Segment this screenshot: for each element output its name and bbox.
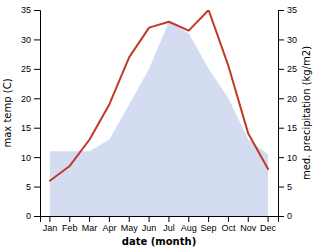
tick-mark bbox=[34, 98, 40, 99]
y2-tick: 25 bbox=[278, 64, 297, 74]
x-tick: Apr bbox=[102, 216, 116, 233]
tick-label: 5 bbox=[26, 182, 31, 192]
x-tick: Jul bbox=[163, 216, 175, 233]
tick-mark bbox=[278, 39, 284, 40]
y-tick: 25 bbox=[21, 64, 40, 74]
tick-mark bbox=[278, 10, 284, 11]
tick-label: 10 bbox=[287, 153, 297, 163]
y2-tick: 10 bbox=[278, 153, 297, 163]
tick-label: 20 bbox=[287, 94, 297, 104]
x-tick: Feb bbox=[62, 216, 78, 233]
axis-line bbox=[34, 11, 41, 217]
y-tick: 0 bbox=[26, 211, 40, 221]
tick-label: 0 bbox=[287, 211, 292, 221]
tick-mark bbox=[89, 216, 90, 222]
x-axis: Jan Feb Mar Apr MayJun Jul Aug Sep Oct NovDec bbox=[41, 216, 279, 233]
tick-label: 20 bbox=[21, 94, 31, 104]
tick-label: Oct bbox=[221, 223, 236, 233]
tick-label: Jun bbox=[142, 223, 157, 233]
axis-line bbox=[279, 11, 285, 217]
tick-label: Feb bbox=[62, 223, 78, 233]
y-tick: 35 bbox=[21, 5, 40, 15]
x-axis-title: date (month) bbox=[122, 236, 196, 247]
x-tick: Mar bbox=[82, 216, 98, 233]
tick-label: Aug bbox=[181, 223, 197, 233]
x-tick: Jun bbox=[142, 216, 157, 233]
tick-label: 30 bbox=[287, 35, 297, 45]
y-tick: 15 bbox=[21, 123, 40, 133]
tick-mark bbox=[278, 157, 284, 158]
tick-mark bbox=[34, 128, 40, 129]
y2-tick: 30 bbox=[278, 35, 297, 45]
tick-label: 0 bbox=[26, 211, 31, 221]
y2-axis-title: med. precipitation (kg/m2) bbox=[301, 46, 312, 180]
y2-tick: 20 bbox=[278, 94, 297, 104]
tick-label: Mar bbox=[82, 223, 98, 233]
tick-label: Dec bbox=[260, 223, 277, 233]
y2-tick: 5 bbox=[278, 182, 292, 192]
x-tick: Dec bbox=[260, 216, 277, 233]
tick-label: Sep bbox=[201, 223, 217, 233]
tick-label: 25 bbox=[287, 64, 297, 74]
tick-label: May bbox=[121, 223, 139, 233]
tick-mark bbox=[149, 216, 150, 222]
tick-mark bbox=[109, 216, 110, 222]
tick-mark bbox=[268, 216, 269, 222]
chart: Jan Feb Mar Apr MayJun Jul Aug Sep Oct NovDec 0 5 10… bbox=[0, 0, 318, 250]
tick-mark bbox=[34, 216, 40, 217]
tick-mark bbox=[34, 10, 40, 11]
y-axis: 0 5 10 15 20 25 30 35 bbox=[21, 5, 41, 221]
tick-mark bbox=[248, 216, 249, 222]
marks bbox=[50, 10, 268, 216]
y2-axis: 0 5 10 15 20 25 30 35 bbox=[278, 5, 297, 221]
tick-mark bbox=[278, 187, 284, 188]
x-tick: Sep bbox=[201, 216, 217, 233]
tick-mark bbox=[34, 39, 40, 40]
tick-mark bbox=[34, 69, 40, 70]
tick-mark bbox=[49, 216, 50, 222]
y-tick: 10 bbox=[21, 153, 40, 163]
x-tick: May bbox=[121, 216, 139, 233]
tick-label: 5 bbox=[287, 182, 292, 192]
tick-label: 10 bbox=[21, 153, 31, 163]
tick-label: Nov bbox=[240, 223, 257, 233]
tick-label: 35 bbox=[287, 5, 297, 15]
tick-label: Jul bbox=[163, 223, 175, 233]
y2-tick: 0 bbox=[278, 211, 292, 221]
area bbox=[50, 22, 268, 216]
tick-label: 15 bbox=[21, 123, 31, 133]
y-axis-title: max temp (C) bbox=[2, 78, 13, 147]
y-tick: 20 bbox=[21, 94, 40, 104]
tick-label: 35 bbox=[21, 5, 31, 15]
tick-mark bbox=[34, 187, 40, 188]
tick-mark bbox=[34, 157, 40, 158]
tick-mark bbox=[228, 216, 229, 222]
y-tick: 30 bbox=[21, 35, 40, 45]
x-tick: Nov bbox=[240, 216, 257, 233]
line bbox=[50, 10, 268, 181]
tick-mark bbox=[208, 216, 209, 222]
y2-tick: 15 bbox=[278, 123, 297, 133]
axis-line bbox=[41, 217, 279, 223]
tick-mark bbox=[278, 216, 284, 217]
tick-label: 25 bbox=[21, 64, 31, 74]
tick-label: Jan bbox=[43, 223, 58, 233]
tick-mark bbox=[278, 128, 284, 129]
tick-mark bbox=[69, 216, 70, 222]
x-tick: Jan bbox=[43, 216, 58, 233]
tick-label: 30 bbox=[21, 35, 31, 45]
plot-area: Jan Feb Mar Apr MayJun Jul Aug Sep Oct NovDec 0 5 10… bbox=[21, 5, 297, 233]
tick-mark bbox=[129, 216, 130, 222]
tick-mark bbox=[168, 216, 169, 222]
tick-mark bbox=[278, 69, 284, 70]
x-tick: Aug bbox=[181, 216, 197, 233]
y2-tick: 35 bbox=[278, 5, 297, 15]
tick-label: Apr bbox=[102, 223, 116, 233]
tick-label: 15 bbox=[287, 123, 297, 133]
x-tick: Oct bbox=[221, 216, 236, 233]
y-tick: 5 bbox=[26, 182, 40, 192]
tick-mark bbox=[188, 216, 189, 222]
tick-mark bbox=[278, 98, 284, 99]
